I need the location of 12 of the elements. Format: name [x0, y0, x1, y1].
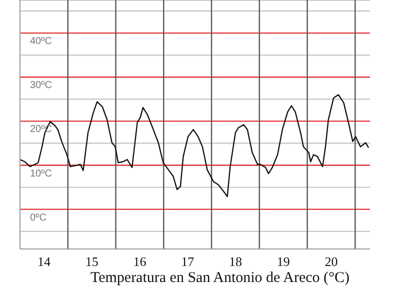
x-tick-label: 14	[37, 254, 51, 270]
x-tick-label: 20	[324, 254, 338, 270]
y-tick-label: 0ºC	[30, 212, 46, 224]
x-tick-label: 17	[181, 254, 195, 270]
x-tick-label: 19	[276, 254, 290, 270]
y-tick-label: 30ºC	[30, 80, 52, 92]
text: Temperatura en San Antonio de Areco (°C)	[89, 270, 351, 287]
x-tick-label: 16	[133, 254, 147, 270]
x-tick-label: 18	[228, 254, 242, 270]
x-tick-label: 15	[85, 254, 98, 270]
y-tick-label: 40ºC	[30, 36, 52, 48]
y-tick-label: 10ºC	[30, 168, 52, 180]
